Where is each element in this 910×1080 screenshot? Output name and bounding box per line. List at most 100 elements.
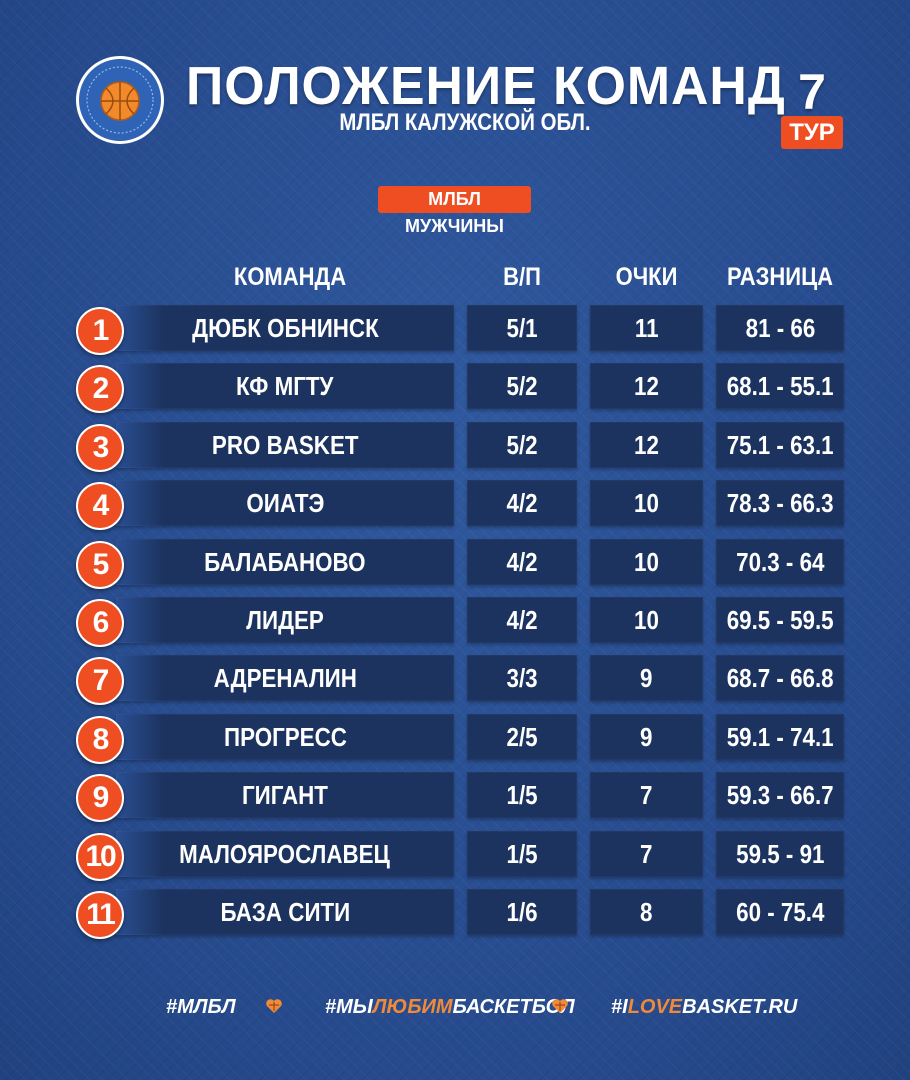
hashtag-mlbl: #МЛБЛ [166, 992, 236, 1022]
team-name: PRO BASKET [211, 430, 359, 460]
table-row: 1 ДЮБК ОБНИНСК 5/1 11 81 - 66 [0, 305, 910, 355]
diff-value: 75.1 - 63.1 [726, 430, 834, 460]
points-cell: 10 [590, 539, 703, 585]
table-row: 7 АДРЕНАЛИН 3/3 9 68.7 - 66.8 [0, 655, 910, 705]
points-value: 10 [634, 547, 659, 577]
points-cell: 12 [590, 422, 703, 468]
table-row: 5 БАЛАБАНОВО 4/2 10 70.3 - 64 [0, 539, 910, 589]
rank-badge: 7 [76, 657, 124, 705]
team-name: ГИГАНТ [242, 780, 328, 810]
column-header-diff: РАЗНИЦА [726, 263, 834, 291]
page-subtitle: МЛБЛ КАЛУЖСКОЙ ОБЛ. [339, 109, 591, 136]
wl-value: 1/6 [506, 897, 538, 927]
basketball-logo-icon [86, 66, 154, 134]
table-row: 6 ЛИДЕР 4/2 10 69.5 - 59.5 [0, 597, 910, 647]
column-header-points: ОЧКИ [615, 263, 678, 291]
team-cell: ОИАТЭ [116, 480, 454, 526]
team-cell: КФ МГТУ [116, 363, 454, 409]
diff-value: 68.1 - 55.1 [726, 371, 834, 401]
diff-cell: 59.3 - 66.7 [716, 772, 844, 818]
wl-cell: 4/2 [467, 480, 577, 526]
team-name: ОИАТЭ [245, 488, 325, 518]
points-cell: 10 [590, 597, 703, 643]
wl-cell: 1/6 [467, 889, 577, 935]
diff-cell: 68.1 - 55.1 [716, 363, 844, 409]
diff-value: 70.3 - 64 [735, 547, 825, 577]
wl-value: 5/2 [506, 371, 538, 401]
page-title: ПОЛОЖЕНИЕ КОМАНД [186, 56, 786, 116]
diff-cell: 69.5 - 59.5 [716, 597, 844, 643]
wl-cell: 1/5 [467, 772, 577, 818]
points-value: 12 [634, 430, 659, 460]
team-cell: ЛИДЕР [116, 597, 454, 643]
table-row: 2 КФ МГТУ 5/2 12 68.1 - 55.1 [0, 363, 910, 413]
points-cell: 10 [590, 480, 703, 526]
team-name: АДРЕНАЛИН [213, 663, 357, 693]
rank-badge: 3 [76, 424, 124, 472]
diff-value: 78.3 - 66.3 [726, 488, 834, 518]
hashtag-ilovebasket: #ILOVEBASKET.RU [611, 992, 797, 1022]
table-row: 4 ОИАТЭ 4/2 10 78.3 - 66.3 [0, 480, 910, 530]
wl-value: 4/2 [506, 488, 538, 518]
team-name: БАЛАБАНОВО [204, 547, 366, 577]
table-row: 9 ГИГАНТ 1/5 7 59.3 - 66.7 [0, 772, 910, 822]
points-cell: 9 [590, 714, 703, 760]
table-row: 3 PRO BASKET 5/2 12 75.1 - 63.1 [0, 422, 910, 472]
wl-cell: 2/5 [467, 714, 577, 760]
wl-value: 3/3 [506, 663, 538, 693]
rank-badge: 11 [76, 891, 124, 939]
team-name: ПРОГРЕСС [223, 722, 347, 752]
hashtag-we-love-basketball: #МЫЛЮБИМБАСКЕТБОЛ [325, 992, 575, 1022]
table-row: 8 ПРОГРЕСС 2/5 9 59.1 - 74.1 [0, 714, 910, 764]
column-header-team: КОМАНДА [233, 263, 347, 291]
column-header-wl: В/П [503, 263, 541, 291]
basketball-heart-icon [266, 999, 282, 1013]
wl-cell: 3/3 [467, 655, 577, 701]
rank-badge: 2 [76, 365, 124, 413]
team-name: ДЮБК ОБНИНСК [191, 313, 379, 343]
team-name: БАЗА СИТИ [220, 897, 350, 927]
points-cell: 11 [590, 305, 703, 351]
diff-value: 59.1 - 74.1 [726, 722, 834, 752]
basketball-heart-icon [552, 999, 568, 1013]
points-value: 10 [634, 605, 659, 635]
rank-badge: 5 [76, 541, 124, 589]
wl-cell: 1/5 [467, 831, 577, 877]
wl-value: 5/2 [506, 430, 538, 460]
team-name: МАЛОЯРОСЛАВЕЦ [179, 839, 391, 869]
rank-badge: 8 [76, 716, 124, 764]
points-value: 7 [640, 780, 653, 810]
rank-badge: 4 [76, 482, 124, 530]
rank-badge: 6 [76, 599, 124, 647]
diff-cell: 59.5 - 91 [716, 831, 844, 877]
points-value: 8 [640, 897, 653, 927]
wl-value: 1/5 [506, 780, 538, 810]
league-badge: МЛБЛ МУЖЧИНЫ [378, 186, 531, 236]
diff-cell: 78.3 - 66.3 [716, 480, 844, 526]
diff-value: 69.5 - 59.5 [726, 605, 834, 635]
hashtag-mlbl-text: #МЛБЛ [166, 996, 236, 1018]
diff-value: 68.7 - 66.8 [726, 663, 834, 693]
points-value: 10 [634, 488, 659, 518]
hashtag-part-2: ЛЮБИМ [372, 996, 453, 1018]
points-cell: 9 [590, 655, 703, 701]
diff-cell: 81 - 66 [716, 305, 844, 351]
hashtag-part-1: #I [611, 996, 628, 1018]
wl-value: 1/5 [506, 839, 538, 869]
table-row: 11 БАЗА СИТИ 1/6 8 60 - 75.4 [0, 889, 910, 939]
hashtag-part-3: BASKET.RU [682, 996, 798, 1018]
rank-badge: 1 [76, 307, 124, 355]
hashtag-part-2: LOVE [627, 996, 683, 1018]
wl-value: 2/5 [506, 722, 538, 752]
team-cell: PRO BASKET [116, 422, 454, 468]
wl-value: 5/1 [506, 313, 538, 343]
team-cell: МАЛОЯРОСЛАВЕЦ [116, 831, 454, 877]
hashtag-part-1: #МЫ [325, 996, 373, 1018]
diff-value: 59.3 - 66.7 [726, 780, 834, 810]
team-cell: ГИГАНТ [116, 772, 454, 818]
wl-value: 4/2 [506, 547, 538, 577]
points-value: 11 [634, 313, 659, 343]
diff-cell: 75.1 - 63.1 [716, 422, 844, 468]
diff-value: 60 - 75.4 [735, 897, 825, 927]
points-value: 9 [640, 722, 653, 752]
